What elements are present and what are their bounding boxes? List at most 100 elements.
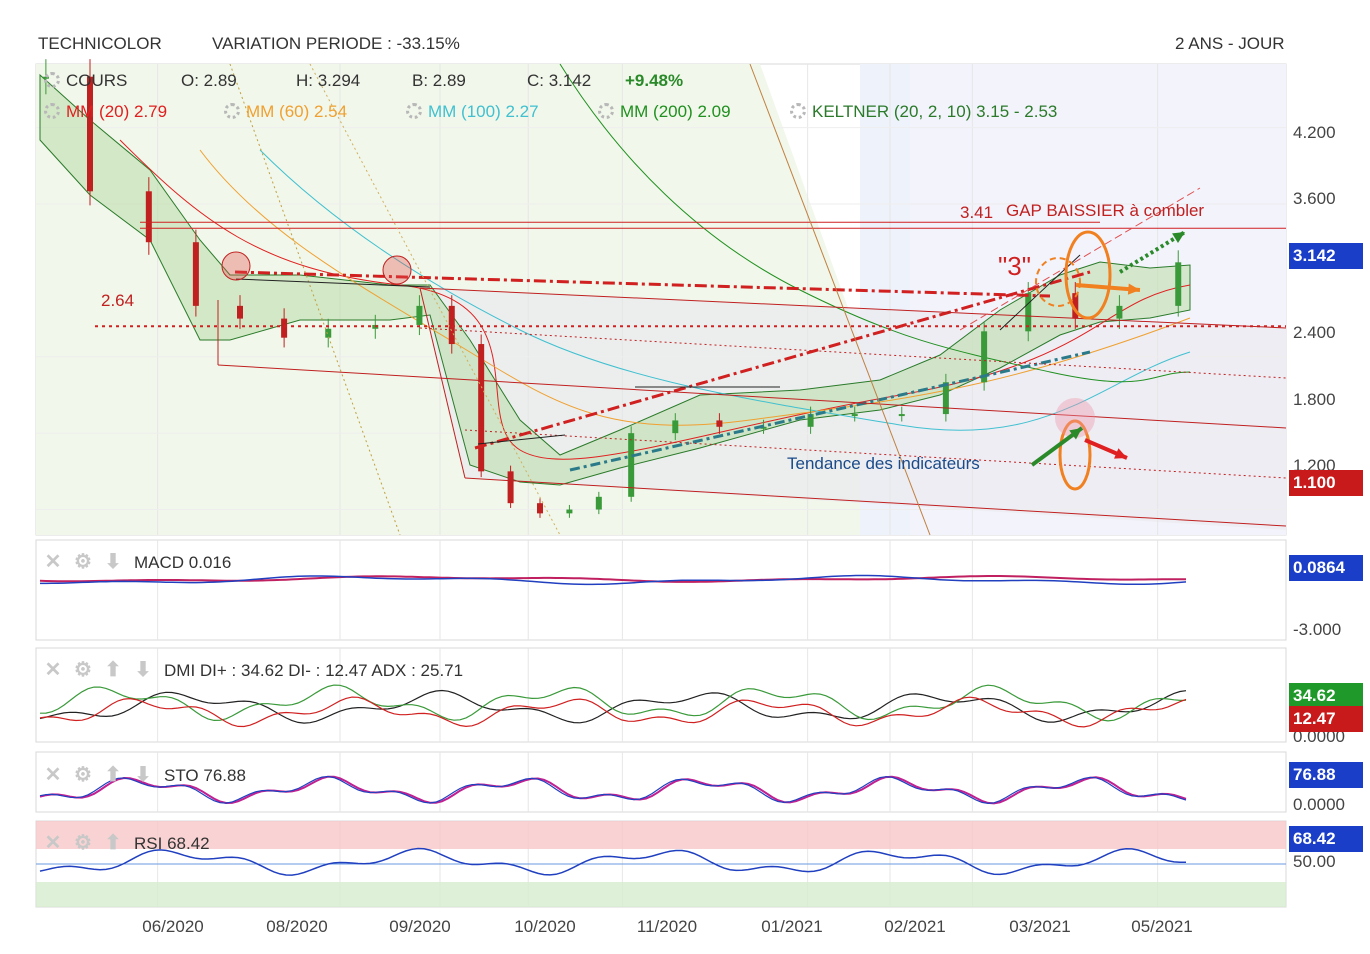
candle-body xyxy=(145,191,152,243)
price-badge: 3.142 xyxy=(1289,243,1363,269)
close-icon[interactable]: ✕ xyxy=(44,832,62,854)
rsi-oversold-zone xyxy=(36,882,1286,907)
dmi-minus-badge: 12.47 xyxy=(1289,706,1363,732)
cours-legend[interactable]: COURS xyxy=(44,71,127,91)
highlight-dot xyxy=(1055,398,1095,438)
red-arrow-head xyxy=(1114,448,1127,459)
x-tick: 06/2020 xyxy=(142,917,204,936)
period-selector[interactable]: 2 ANS - JOUR xyxy=(1175,34,1285,53)
candle-body xyxy=(628,433,635,497)
sto-badge: 76.88 xyxy=(1289,762,1363,788)
macd-panel-frame xyxy=(35,539,1287,641)
arrow-down-icon[interactable]: ⬇ xyxy=(134,764,152,786)
gear-icon[interactable] xyxy=(598,103,614,119)
candle-body xyxy=(566,509,573,514)
mm20-label: MM (20) 2.79 xyxy=(66,102,168,121)
mm100-legend[interactable]: MM (100) 2.27 xyxy=(406,102,539,122)
keltner-legend[interactable]: KELTNER (20, 2, 10) 3.15 - 2.53 xyxy=(790,102,1057,122)
variation-text: VARIATION PERIODE : -33.15% xyxy=(212,34,460,53)
x-tick: 11/2020 xyxy=(636,917,698,936)
arrow-down-icon[interactable]: ⬇ xyxy=(134,659,152,681)
rsi-badge: 68.42 xyxy=(1289,826,1363,852)
rsi-name: RSI xyxy=(134,834,163,853)
mm200-legend[interactable]: MM (200) 2.09 xyxy=(598,102,731,122)
price-tick: 4.200 xyxy=(1293,123,1336,142)
x-tick: 08/2020 xyxy=(266,917,328,936)
price-tick: 2.400 xyxy=(1293,323,1336,342)
arrow-up-icon[interactable]: ⬆ xyxy=(104,832,122,854)
tendance-label: Tendance des indicateurs xyxy=(787,454,980,473)
gear-icon[interactable] xyxy=(406,103,422,119)
gear-icon[interactable] xyxy=(44,103,60,119)
mm100-label: MM (100) 2.27 xyxy=(428,102,539,121)
candle-body xyxy=(416,305,423,325)
candle-body xyxy=(325,328,332,338)
indicator-trend-line xyxy=(569,350,1091,472)
candle-body xyxy=(478,344,485,472)
mm60-line xyxy=(199,149,1191,426)
sto-line xyxy=(39,775,1187,805)
mm20-legend[interactable]: MM (20) 2.79 xyxy=(44,102,167,122)
candle-body xyxy=(1025,293,1032,332)
mm60-legend[interactable]: MM (60) 2.54 xyxy=(224,102,347,122)
candle-body xyxy=(942,382,949,415)
close-icon[interactable]: ✕ xyxy=(44,764,62,786)
gear-icon[interactable] xyxy=(224,103,240,119)
dmi-title: ✕ ⚙ ⬆ ⬇ DMI DI+ : 34.62 DI- : 12.47 ADX : 25… xyxy=(44,657,463,682)
candle-body xyxy=(537,503,543,514)
x-tick: 01/2021 xyxy=(761,917,823,936)
channel-line xyxy=(464,429,1287,479)
resistance-mark xyxy=(235,278,431,288)
candle-body xyxy=(672,420,679,434)
gear-icon[interactable]: ⚙ xyxy=(74,659,92,681)
channel-line xyxy=(464,477,1287,527)
uptrend-line xyxy=(474,270,1091,450)
candle-body xyxy=(898,414,905,417)
gear-icon[interactable]: ⚙ xyxy=(74,832,92,854)
dotted-green-arrow xyxy=(1118,230,1187,274)
sto-title: ✕ ⚙ ⬆ ⬇ STO 76.88 xyxy=(44,762,246,787)
rsi-value: 68.42 xyxy=(167,834,210,853)
channel-line xyxy=(749,63,931,536)
channel-line xyxy=(309,63,561,536)
mm200-line xyxy=(559,63,1191,383)
rsi-line xyxy=(39,847,1187,876)
keltner-band xyxy=(39,73,1191,486)
channel-line xyxy=(229,63,401,536)
gear-icon[interactable] xyxy=(790,103,806,119)
channel-line xyxy=(217,364,1287,429)
dotted-green-arrow-head xyxy=(1172,232,1185,243)
candle-body xyxy=(281,318,288,338)
close-icon[interactable]: ✕ xyxy=(44,551,62,573)
arrow-down-icon[interactable]: ⬇ xyxy=(104,551,122,573)
arrow-up-icon[interactable]: ⬆ xyxy=(104,659,122,681)
di-plus-line xyxy=(39,684,1187,722)
candle-body xyxy=(507,471,514,504)
price-tick: 1.800 xyxy=(1293,390,1336,409)
cours-label: COURS xyxy=(66,71,128,90)
mm100-line xyxy=(259,149,1191,431)
sto-name: STO xyxy=(164,766,199,785)
x-tick: 02/2021 xyxy=(884,917,946,936)
close-icon[interactable]: ✕ xyxy=(44,659,62,681)
macd-badge: 0.0864 xyxy=(1289,555,1363,581)
sto-value: 76.88 xyxy=(203,766,246,785)
gear-icon[interactable] xyxy=(44,72,60,88)
mm60-label: MM (60) 2.54 xyxy=(246,102,348,121)
open-value: O: 2.89 xyxy=(181,71,237,90)
low-value: B: 2.89 xyxy=(412,71,466,90)
top-circle xyxy=(221,251,251,281)
gear-icon[interactable]: ⚙ xyxy=(74,764,92,786)
candle-body xyxy=(807,414,814,427)
candle-body xyxy=(760,426,767,429)
candle-body xyxy=(595,496,602,510)
mm200-label: MM (200) 2.09 xyxy=(620,102,731,121)
channel-line xyxy=(419,287,466,479)
candle-body xyxy=(1175,262,1182,306)
dmi-name: DMI xyxy=(164,661,196,680)
arrow-up-icon[interactable]: ⬆ xyxy=(104,764,122,786)
gear-icon[interactable]: ⚙ xyxy=(74,551,92,573)
candle-body xyxy=(448,305,455,345)
support-price-label: 2.64 xyxy=(101,291,135,310)
x-tick: 09/2020 xyxy=(389,917,451,936)
